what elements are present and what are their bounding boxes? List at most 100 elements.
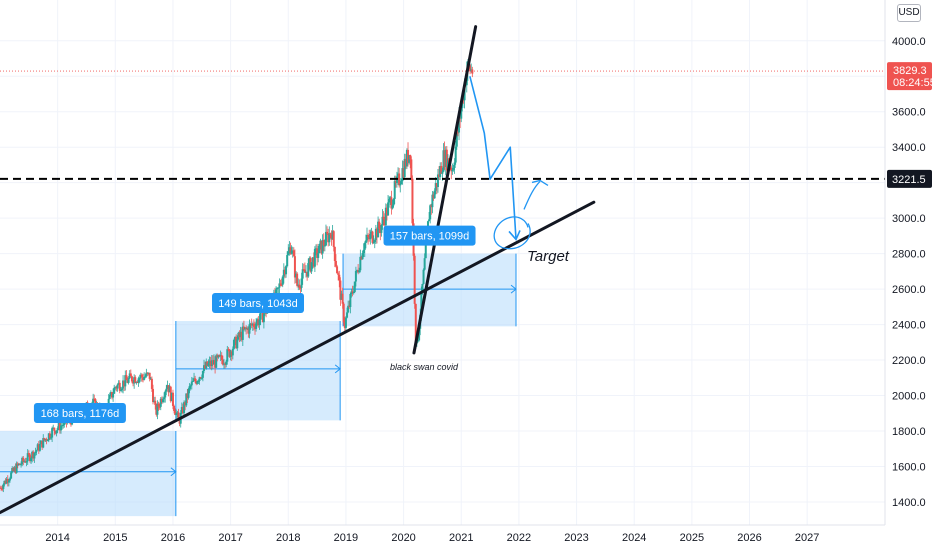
candle-body bbox=[291, 250, 294, 252]
date-range-arrowhead bbox=[510, 284, 517, 294]
candle-body bbox=[178, 419, 181, 424]
candle-body bbox=[62, 425, 65, 427]
price-axis[interactable]: 4 4000.03800.03600.03400.03200.03000.028… bbox=[884, 0, 932, 550]
candle-body bbox=[389, 197, 392, 200]
time-axis[interactable]: 2014 2015 2016 2017 2018 2019 2020 2021 2022 2023… bbox=[0, 524, 885, 544]
countdown-value: 08:24:55 bbox=[893, 77, 932, 89]
y-tick-label: 3000.0 bbox=[892, 213, 926, 225]
candle-body bbox=[289, 247, 292, 254]
candle-body bbox=[329, 233, 332, 235]
candle-body bbox=[293, 256, 296, 278]
candle-body bbox=[322, 239, 325, 246]
candle-body bbox=[234, 336, 237, 340]
candle-body bbox=[160, 398, 163, 403]
candle-body bbox=[217, 355, 220, 358]
candle-body bbox=[13, 467, 16, 471]
candle-body bbox=[242, 326, 245, 330]
candle-body bbox=[458, 116, 461, 133]
candle-body bbox=[280, 284, 283, 286]
candle-body bbox=[421, 283, 424, 292]
candle-body bbox=[228, 349, 231, 357]
x-tick-label: 2026 bbox=[737, 532, 761, 544]
candle-body bbox=[227, 349, 230, 351]
candle-body bbox=[5, 478, 8, 484]
candle-body bbox=[324, 231, 327, 246]
candle-body bbox=[368, 237, 371, 240]
candle-body bbox=[378, 221, 381, 229]
y-tick-label: 1400.0 bbox=[892, 497, 926, 509]
candle-body bbox=[159, 398, 162, 407]
candle-body bbox=[109, 392, 112, 395]
candle-body bbox=[198, 377, 201, 381]
candle-body bbox=[114, 387, 117, 389]
horizontal-level-value: 3221.5 bbox=[892, 174, 926, 186]
candle-body bbox=[48, 433, 51, 438]
candle-body bbox=[282, 269, 285, 277]
current-price-value: 3829.3 bbox=[893, 65, 927, 77]
candle-body bbox=[55, 430, 58, 434]
candle-body bbox=[246, 328, 249, 330]
candle-body bbox=[24, 461, 27, 463]
candle-body bbox=[343, 322, 346, 328]
candle-body bbox=[307, 263, 310, 277]
horizontal-level-tag bbox=[887, 169, 932, 188]
candle-body bbox=[171, 392, 174, 406]
candle-body bbox=[168, 386, 171, 393]
candle-body bbox=[372, 242, 375, 244]
candle-body bbox=[339, 280, 342, 300]
candle-body bbox=[398, 173, 401, 186]
candle-body bbox=[411, 178, 414, 224]
candle-body bbox=[299, 287, 302, 289]
candle-body bbox=[334, 261, 337, 267]
target-annotation: Target bbox=[527, 248, 570, 265]
candle-body bbox=[341, 293, 344, 304]
date-range-label-bg bbox=[212, 293, 305, 314]
candle-body bbox=[118, 382, 121, 391]
date-range-arrowhead bbox=[334, 364, 341, 374]
covid-annotation: black swan covid bbox=[390, 362, 459, 372]
candle-body bbox=[132, 381, 135, 384]
candle-body bbox=[18, 463, 21, 465]
candle-body bbox=[348, 305, 351, 308]
candle-body bbox=[350, 291, 353, 294]
candle-body bbox=[385, 207, 388, 216]
projection-path[interactable] bbox=[469, 76, 517, 240]
candle-body bbox=[327, 233, 330, 243]
candle-body bbox=[196, 381, 199, 384]
candle-body bbox=[44, 439, 47, 441]
candle-body bbox=[404, 158, 407, 167]
candle-body bbox=[434, 183, 437, 191]
candle-body bbox=[34, 451, 37, 454]
candle-body bbox=[169, 386, 172, 402]
currency-button[interactable]: USD bbox=[897, 4, 921, 22]
candle-body bbox=[314, 248, 317, 250]
date-range-box[interactable] bbox=[0, 430, 176, 517]
candle-body bbox=[298, 284, 301, 288]
candle-body bbox=[410, 159, 413, 179]
candle-body bbox=[181, 407, 184, 414]
box-labels: 168 bars, 1176d 149 bars, 1043d 157 bars, … bbox=[33, 225, 476, 423]
candle-body bbox=[189, 385, 192, 387]
candle-body bbox=[122, 380, 125, 389]
date-range-box[interactable] bbox=[175, 321, 341, 421]
candle-body bbox=[53, 427, 56, 432]
y-tick-label: 2600.0 bbox=[892, 284, 926, 296]
trend-line[interactable] bbox=[0, 200, 596, 515]
candle-body bbox=[370, 231, 373, 234]
candle-body bbox=[33, 453, 36, 459]
candle-body bbox=[15, 463, 18, 473]
candle-body bbox=[50, 437, 53, 439]
candle-body bbox=[435, 183, 438, 188]
candle-body bbox=[221, 359, 224, 365]
candle-body bbox=[369, 233, 372, 240]
candle-body bbox=[450, 167, 453, 172]
trend-line[interactable] bbox=[412, 25, 478, 355]
candle-body bbox=[295, 273, 298, 278]
candle-body bbox=[28, 454, 31, 462]
candle-body bbox=[446, 158, 449, 171]
candle-body bbox=[409, 154, 412, 160]
candle-body bbox=[93, 398, 96, 400]
candle-body bbox=[344, 317, 347, 328]
